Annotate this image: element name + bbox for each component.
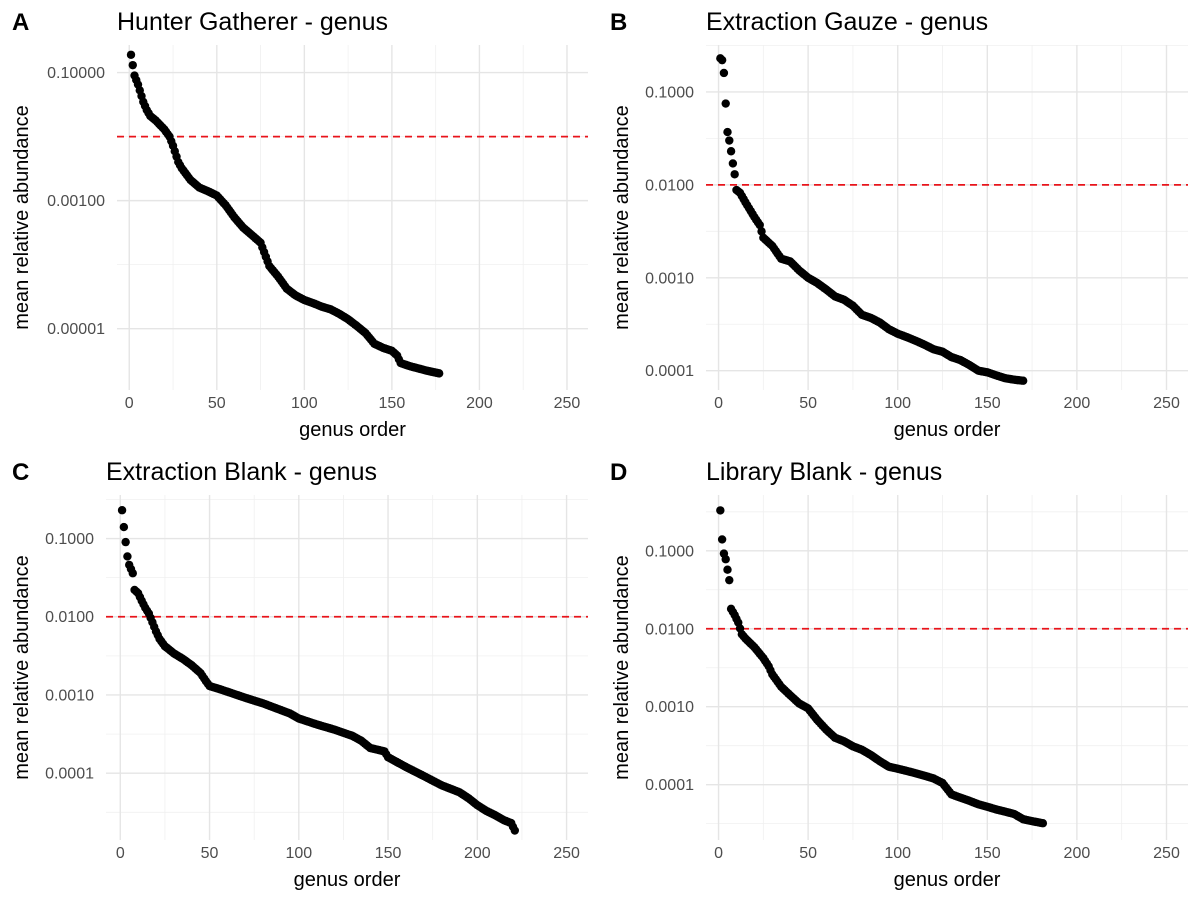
x-tick-label: 150	[379, 395, 406, 412]
x-tick-label: 100	[291, 395, 318, 412]
y-tick-label: 0.0010	[45, 687, 94, 704]
data-point	[728, 159, 738, 168]
x-axis-label: genus order	[894, 869, 1001, 891]
panel-letter: B	[610, 9, 627, 36]
data-point	[510, 826, 520, 835]
data-point	[721, 99, 730, 108]
data-point	[716, 506, 725, 515]
x-tick-label: 150	[974, 395, 1001, 412]
x-tick-label: 50	[208, 395, 226, 412]
x-tick-label: 250	[1153, 845, 1180, 862]
data-point	[721, 555, 730, 564]
x-tick-label: 200	[464, 845, 491, 862]
data-point	[726, 147, 736, 156]
data-point	[123, 552, 132, 561]
panel-c: 0 50 100 150 200 250 0.1000 0.0100 0.0010 0.0001 C…	[11, 458, 588, 891]
data-point	[121, 537, 130, 547]
data-point	[723, 565, 732, 574]
data-points	[716, 506, 1048, 828]
data-point	[119, 522, 129, 532]
x-tick-label: 0	[116, 845, 125, 862]
panel-letter: A	[12, 9, 29, 36]
data-points	[126, 50, 444, 378]
x-tick-label: 100	[884, 395, 911, 412]
data-point	[717, 535, 727, 544]
data-point	[434, 369, 444, 378]
y-tick-label: 0.1000	[645, 543, 694, 560]
data-point	[719, 68, 729, 78]
data-point	[117, 506, 127, 515]
x-tick-label: 200	[1064, 845, 1091, 862]
data-point	[725, 575, 734, 585]
x-tick-label: 200	[466, 395, 493, 412]
y-tick-label: 0.00100	[47, 193, 105, 210]
data-points	[117, 506, 520, 835]
x-tick-label: 50	[799, 395, 817, 412]
panel-title: Library Blank - genus	[706, 458, 942, 486]
y-axis-label: mean relative abundance	[11, 555, 33, 780]
panel-a: 0 50 100 150 200 250 0.10000 0.00100 0.00001 A Hun…	[11, 8, 588, 441]
y-tick-label: 0.1000	[645, 84, 694, 101]
data-point	[755, 220, 764, 230]
y-tick-label: 0.0001	[45, 766, 94, 783]
data-points	[716, 54, 1028, 385]
x-tick-label: 100	[884, 845, 911, 862]
x-tick-label: 0	[714, 845, 723, 862]
y-tick-label: 0.1000	[45, 531, 94, 548]
panel-title: Extraction Blank - genus	[106, 458, 377, 486]
x-axis-label: genus order	[294, 869, 401, 891]
y-axis-label: mean relative abundance	[611, 105, 633, 330]
data-point	[128, 60, 137, 70]
panel-title: Extraction Gauze - genus	[706, 8, 988, 36]
data-point	[725, 136, 734, 145]
x-tick-label: 250	[553, 845, 580, 862]
y-tick-label: 0.0001	[645, 363, 694, 380]
data-point	[730, 170, 739, 179]
x-tick-label: 250	[554, 395, 581, 412]
y-tick-label: 0.0010	[645, 270, 694, 287]
y-tick-label: 0.0100	[645, 621, 694, 638]
x-tick-label: 50	[201, 845, 219, 862]
x-tick-label: 200	[1064, 395, 1091, 412]
x-tick-label: 150	[375, 845, 402, 862]
data-point	[1038, 819, 1048, 828]
y-axis-label: mean relative abundance	[11, 105, 33, 330]
x-tick-label: 0	[714, 395, 723, 412]
data-point	[723, 127, 732, 137]
data-point	[757, 227, 766, 236]
y-tick-label: 0.0001	[645, 777, 694, 794]
y-tick-label: 0.10000	[47, 65, 105, 82]
y-tick-label: 0.00001	[47, 321, 105, 338]
x-tick-label: 250	[1153, 395, 1180, 412]
x-tick-label: 150	[974, 845, 1001, 862]
data-point	[717, 55, 727, 65]
x-tick-label: 0	[125, 395, 134, 412]
panel-d: 0 50 100 150 200 250 0.1000 0.0100 0.0010 0.0001 D…	[610, 458, 1188, 891]
y-axis-label: mean relative abundance	[611, 555, 633, 780]
x-axis-label: genus order	[894, 419, 1001, 441]
data-point	[1018, 376, 1028, 385]
y-tick-label: 0.0010	[645, 699, 694, 716]
panel-b: 0 50 100 150 200 250 0.1000 0.0100 0.0010 0.0001 B…	[610, 8, 1188, 441]
x-axis-label: genus order	[299, 419, 406, 441]
panel-title: Hunter Gatherer - genus	[117, 8, 388, 36]
data-point	[126, 50, 136, 59]
panel-letter: C	[12, 459, 29, 486]
x-tick-label: 100	[285, 845, 312, 862]
data-point	[128, 569, 137, 578]
y-tick-label: 0.0100	[45, 609, 94, 626]
panel-letter: D	[610, 459, 627, 486]
x-tick-label: 50	[799, 845, 817, 862]
y-tick-label: 0.0100	[645, 177, 694, 194]
